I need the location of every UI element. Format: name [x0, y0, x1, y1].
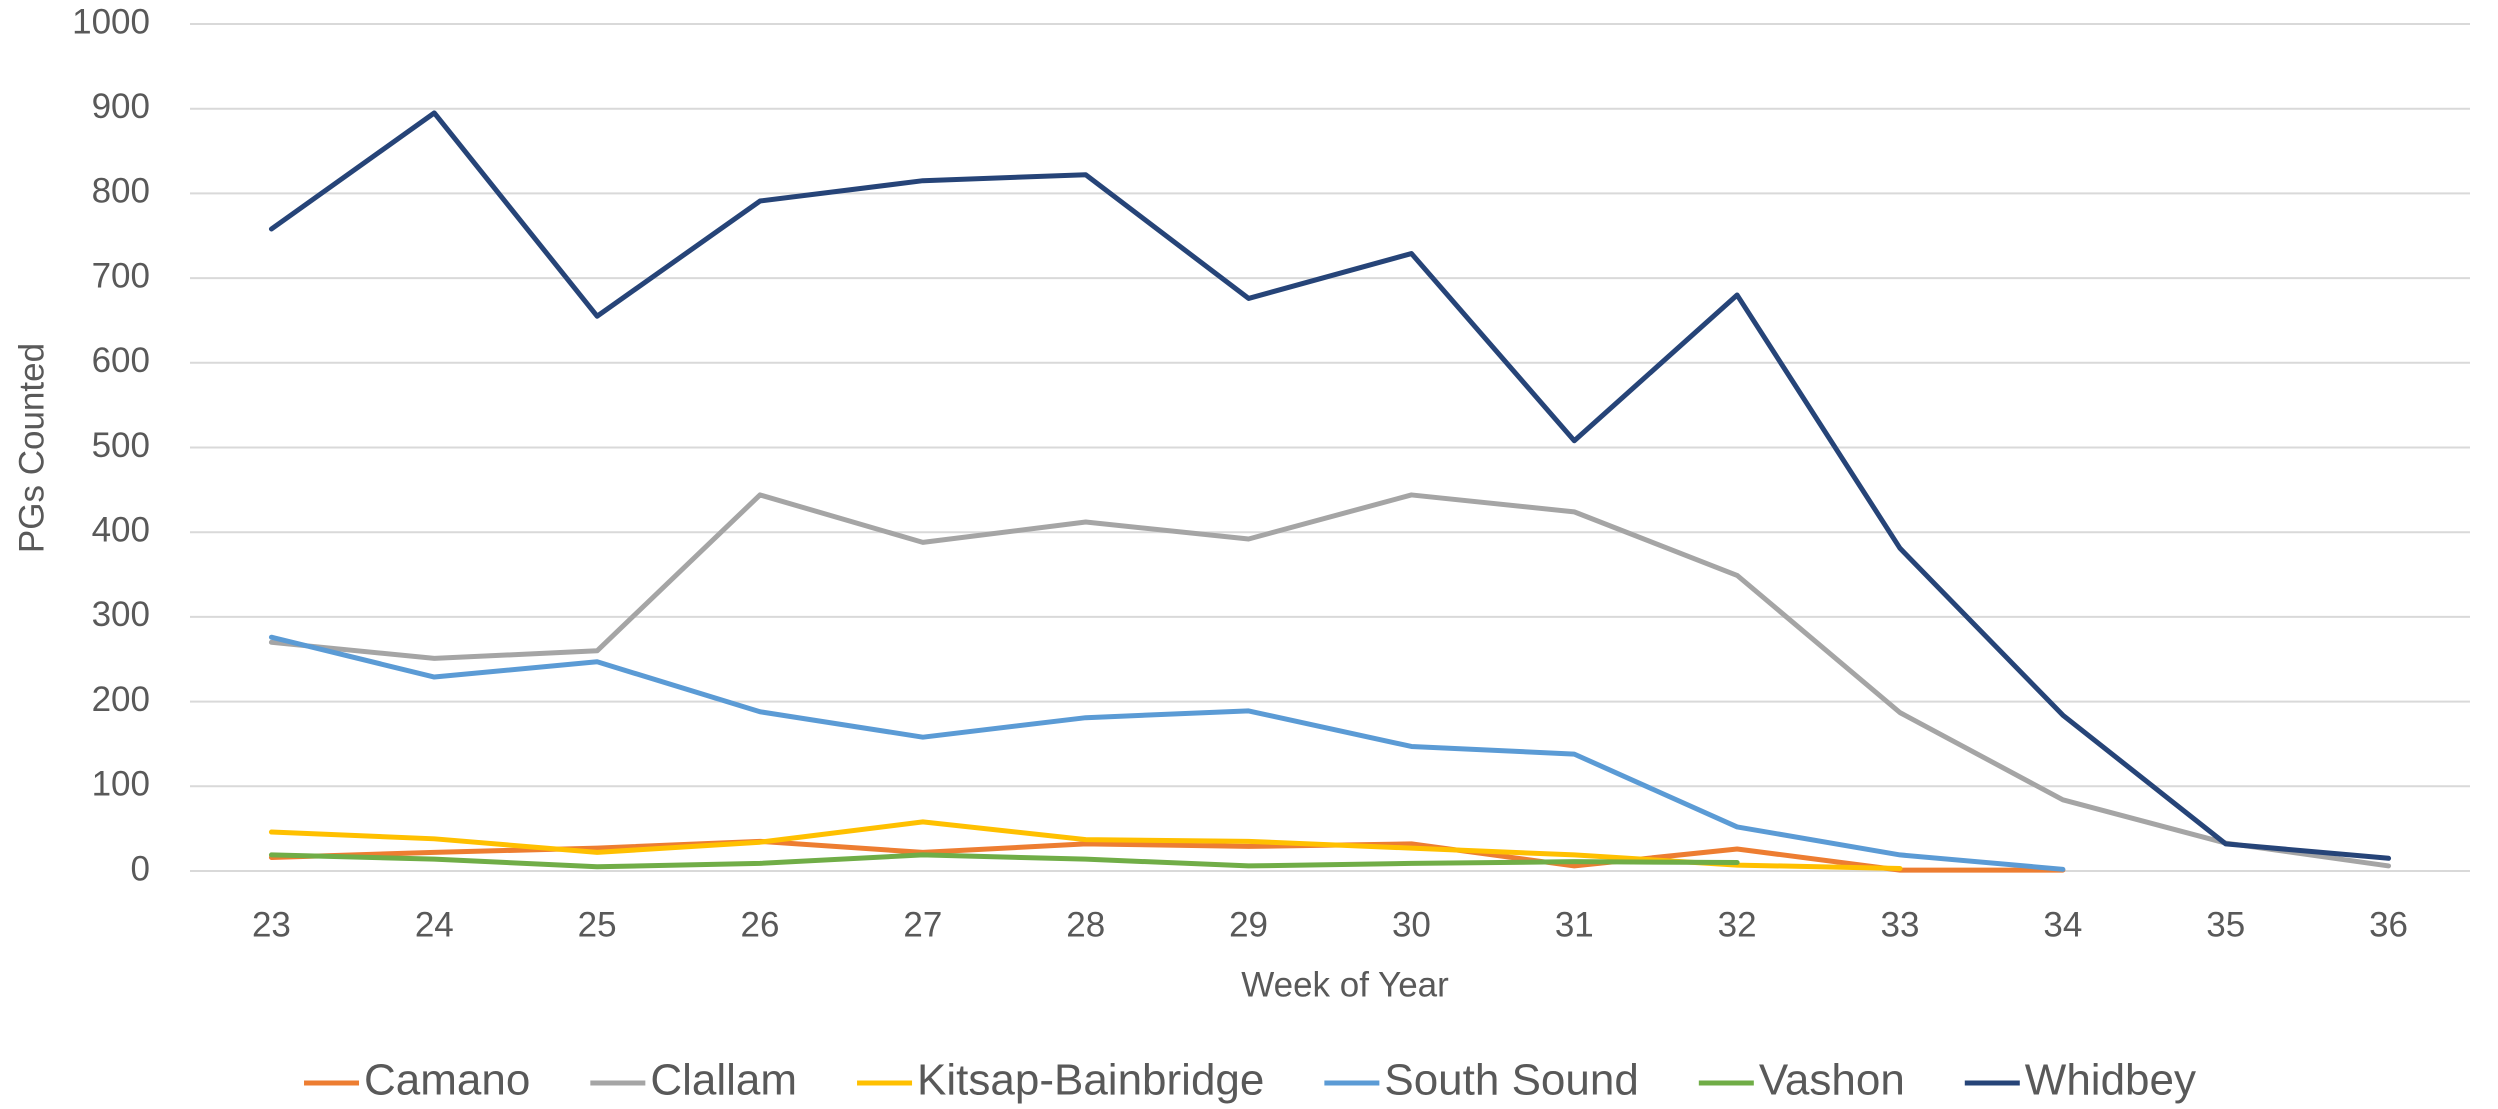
legend-item: Camano: [304, 1056, 530, 1105]
legend-label: Clallam: [650, 1056, 797, 1105]
y-tick-label: 0: [131, 849, 150, 888]
legend-item: Clallam: [590, 1056, 797, 1105]
x-tick-label: 28: [1066, 905, 1105, 944]
y-tick-label: 500: [92, 426, 150, 465]
x-axis-title: Week of Year: [1241, 965, 1449, 1004]
legend-item: South Sound: [1324, 1056, 1639, 1105]
series-line: [268, 852, 1740, 870]
y-tick-label: 600: [92, 341, 150, 380]
x-tick-label: 31: [1555, 905, 1594, 944]
series-line: [268, 634, 2066, 872]
x-tick-label: 32: [1718, 905, 1757, 944]
y-tick-label: 900: [92, 87, 150, 126]
legend-item: Whidbey: [1964, 1056, 2196, 1105]
x-tick-label: 27: [903, 905, 942, 944]
y-tick-label: 800: [92, 172, 150, 211]
legend: Camano Clallam Kitsap-Bainbridge South Soun…: [304, 1056, 2196, 1105]
y-axis-title: PGs Counted: [12, 343, 51, 553]
y-tick-label: 1000: [72, 2, 150, 41]
x-tick-label: 25: [578, 905, 617, 944]
series-line: [268, 492, 2392, 869]
legend-label: Whidbey: [2025, 1056, 2196, 1105]
y-tick-label: 200: [92, 680, 150, 719]
x-tick-label: 23: [252, 905, 291, 944]
x-tick-label: 34: [2043, 905, 2082, 944]
legend-item: Vashon: [1698, 1056, 1905, 1105]
legend-label: Kitsap-Bainbridge: [917, 1056, 1264, 1105]
x-tick-label: 26: [741, 905, 780, 944]
legend-label: Vashon: [1759, 1056, 1905, 1105]
legend-label: South Sound: [1384, 1056, 1638, 1105]
y-tick-label: 300: [92, 595, 150, 634]
x-tick-label: 29: [1229, 905, 1268, 944]
y-tick-label: 400: [92, 510, 150, 549]
x-tick-label: 30: [1392, 905, 1431, 944]
y-tick-label: 100: [92, 765, 150, 804]
x-tick-label: 36: [2369, 905, 2408, 944]
series-line: [268, 819, 1903, 871]
series-line: [268, 110, 2392, 861]
x-tick-label: 35: [2206, 905, 2245, 944]
x-tick-label: 24: [415, 905, 454, 944]
legend-item: Kitsap-Bainbridge: [857, 1056, 1264, 1105]
legend-label: Camano: [364, 1056, 530, 1105]
y-tick-label: 700: [92, 256, 150, 295]
x-tick-label: 33: [1881, 905, 1920, 944]
